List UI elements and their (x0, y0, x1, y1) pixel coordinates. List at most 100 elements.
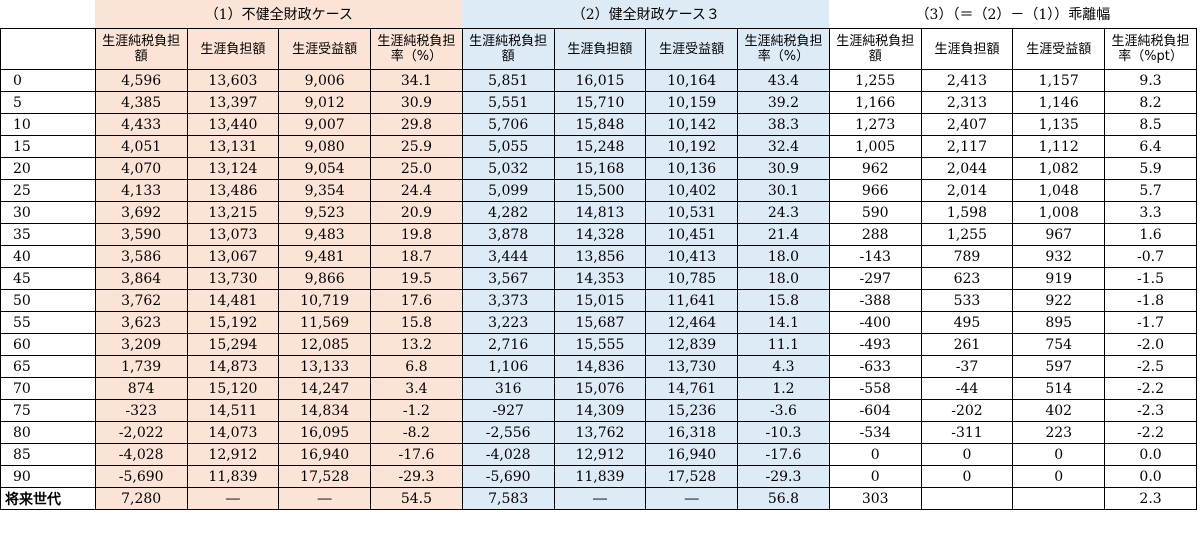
table-cell: 1,008 (1012, 201, 1106, 224)
table-cell: 303 (828, 487, 922, 510)
row-label: 65 (0, 355, 96, 378)
row-label-header (0, 28, 96, 70)
table-cell: 495 (920, 311, 1014, 334)
table-row: 80 -2,022 14,073 16,095 -8.2 -2,556 13,762 16,3… (0, 421, 1197, 444)
table-cell: 34.1 (370, 69, 463, 92)
table-cell: -323 (94, 399, 188, 422)
table-cell: 12,085 (278, 333, 372, 356)
table-cell: 5.7 (1104, 179, 1197, 202)
table-cell: 0 (828, 465, 922, 488)
table-cell: -1.2 (370, 399, 463, 422)
table-cell: 0 (828, 443, 922, 466)
row-label: 75 (0, 399, 96, 422)
table-cell: 16,015 (553, 69, 647, 92)
table-row: 75 -323 14,511 14,834 -1.2 -927 14,309 15,236 -3… (0, 399, 1197, 422)
table-row: 55 3,623 15,192 11,569 15.8 3,223 15,687 12,464… (0, 311, 1197, 334)
table-cell: 966 (828, 179, 922, 202)
table-cell: 30.9 (737, 157, 830, 180)
row-label: 将来世代 (0, 487, 96, 510)
table-cell: -4,028 (94, 443, 188, 466)
table-cell: 590 (828, 201, 922, 224)
row-label: 0 (0, 69, 96, 92)
table-cell: -927 (461, 399, 555, 422)
table-cell: 2,044 (920, 157, 1014, 180)
table-cell: 10,531 (645, 201, 739, 224)
table-cell: ― (553, 487, 647, 510)
table-cell: 9,481 (278, 245, 372, 268)
table-cell: 16,318 (645, 421, 739, 444)
table-cell: 5,851 (461, 69, 555, 92)
table-cell: 10,719 (278, 289, 372, 312)
table-cell: 14,511 (186, 399, 280, 422)
table-cell: 14,836 (553, 355, 647, 378)
table-cell: 3,864 (94, 267, 188, 290)
table-cell: -17.6 (737, 443, 830, 466)
table-cell: -2.0 (1104, 333, 1197, 356)
table-cell: 11,641 (645, 289, 739, 312)
table-cell: 3,223 (461, 311, 555, 334)
table-cell: 9,007 (278, 113, 372, 136)
table-cell: 1,255 (828, 69, 922, 92)
table-cell: 4,433 (94, 113, 188, 136)
table-cell: 11,839 (186, 465, 280, 488)
table-cell: 0.0 (1104, 443, 1197, 466)
table-cell: 13,133 (278, 355, 372, 378)
table-cell: 1,082 (1012, 157, 1106, 180)
row-label: 35 (0, 223, 96, 246)
table-cell: 13,856 (553, 245, 647, 268)
row-label: 70 (0, 377, 96, 400)
table-cell: 19.5 (370, 267, 463, 290)
table-cell: 2,014 (920, 179, 1014, 202)
table-cell: 3,444 (461, 245, 555, 268)
table-cell: 4.3 (737, 355, 830, 378)
table-cell: 15.8 (737, 289, 830, 312)
table-cell: -5,690 (94, 465, 188, 488)
table-cell: 10,159 (645, 91, 739, 114)
table-cell: 1,106 (461, 355, 555, 378)
table-row: 35 3,590 13,073 9,483 19.8 3,878 14,328 10,451 2… (0, 223, 1197, 246)
table-cell: 2,117 (920, 135, 1014, 158)
table-cell: 3,762 (94, 289, 188, 312)
table-cell: 623 (920, 267, 1014, 290)
table-cell: 12,912 (553, 443, 647, 466)
table-cell: 2,407 (920, 113, 1014, 136)
table-cell: 3,590 (94, 223, 188, 246)
table-cell: 3.3 (1104, 201, 1197, 224)
table-cell: 15,710 (553, 91, 647, 114)
table-cell: 3,586 (94, 245, 188, 268)
table-cell: 13,730 (186, 267, 280, 290)
table-cell: 4,385 (94, 91, 188, 114)
table-cell: -2.2 (1104, 377, 1197, 400)
column-header: 生涯受益額 (278, 28, 372, 70)
table-cell: -1.5 (1104, 267, 1197, 290)
table-cell: 13,603 (186, 69, 280, 92)
table-cell: 14,353 (553, 267, 647, 290)
table-cell: 932 (1012, 245, 1106, 268)
table-cell: 4,051 (94, 135, 188, 158)
table-cell: 0 (920, 443, 1014, 466)
row-label: 50 (0, 289, 96, 312)
table-cell: 1,598 (920, 201, 1014, 224)
table-cell: 5,706 (461, 113, 555, 136)
table-cell: 13,124 (186, 157, 280, 180)
table-cell: 14.1 (737, 311, 830, 334)
table-cell: 24.3 (737, 201, 830, 224)
table-cell: 0 (1012, 465, 1106, 488)
table-cell: 16,095 (278, 421, 372, 444)
table-cell: 30.1 (737, 179, 830, 202)
table-cell: 19.8 (370, 223, 463, 246)
table-cell: 15,076 (553, 377, 647, 400)
table-cell: 1,273 (828, 113, 922, 136)
row-label: 25 (0, 179, 96, 202)
column-header: 生涯純税負担額 (94, 28, 188, 70)
row-label: 40 (0, 245, 96, 268)
table-cell: 2,413 (920, 69, 1014, 92)
table-row: 85 -4,028 12,912 16,940 -17.6 -4,028 12,912 16,… (0, 443, 1197, 466)
table-cell: -534 (828, 421, 922, 444)
table-cell: 6.4 (1104, 135, 1197, 158)
table-cell: 597 (1012, 355, 1106, 378)
table-cell: 14,873 (186, 355, 280, 378)
column-header: 生涯負担額 (186, 28, 280, 70)
table-cell: -493 (828, 333, 922, 356)
table-cell: 20.9 (370, 201, 463, 224)
